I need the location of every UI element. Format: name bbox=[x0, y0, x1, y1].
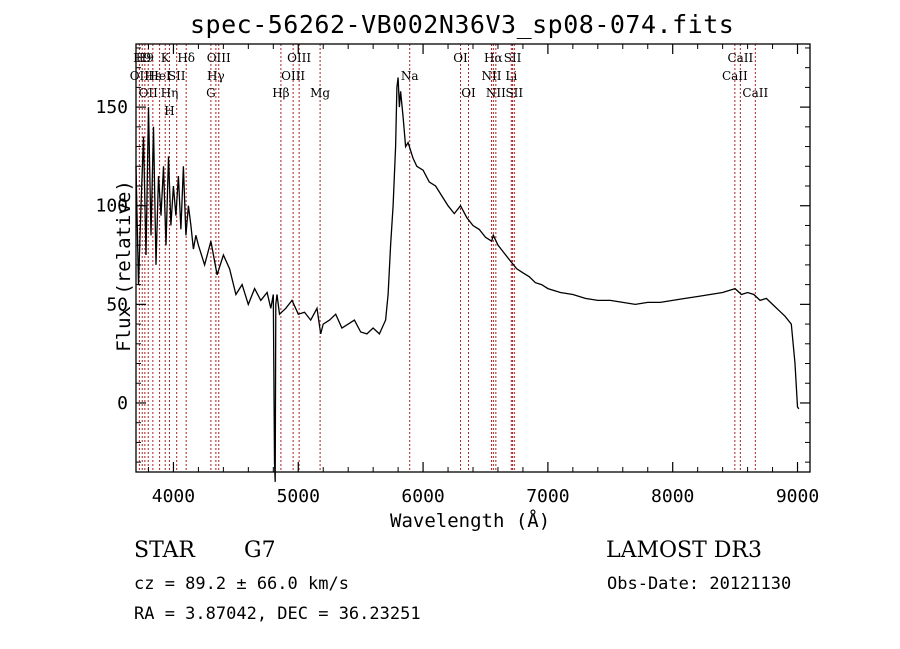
x-axis-label: Wavelength (Å) bbox=[390, 510, 551, 532]
spectral-line-label: Mg bbox=[310, 86, 330, 100]
spectral-line-label: Hγ bbox=[207, 69, 225, 83]
spectral-line-label: H bbox=[164, 104, 174, 118]
spectrum-series bbox=[135, 77, 800, 482]
survey-name: LAMOST DR3 bbox=[606, 538, 762, 563]
line-labels: OIIH9H9OIIHεHeIKHηHSIIHδGHγOIIIHβOIIIOII… bbox=[130, 51, 769, 118]
observation-date: Obs-Date: 20121130 bbox=[607, 574, 792, 594]
spectral-line-label: OII bbox=[139, 86, 159, 100]
x-axis: 4000 5000 6000 7000 8000 9000 bbox=[147, 44, 819, 507]
spectral-line-label: Hα bbox=[484, 51, 503, 65]
object-class: STAR bbox=[134, 538, 195, 563]
spectral-line-label: H9 bbox=[133, 51, 151, 65]
spectral-line-label: OIII bbox=[287, 51, 311, 65]
spectral-line-label: SII bbox=[505, 86, 523, 100]
line-markers bbox=[138, 44, 756, 472]
x-tick-label: 7000 bbox=[526, 486, 569, 507]
y-tick-label: 50 bbox=[106, 294, 128, 315]
x-tick-label: 4000 bbox=[152, 486, 195, 507]
y-tick-label: 150 bbox=[95, 97, 128, 118]
spectral-line-label: G bbox=[206, 86, 216, 100]
spectral-line-label: Hη bbox=[161, 86, 179, 100]
spectral-line-label: OIII bbox=[281, 69, 305, 83]
spectral-line-label: Hε bbox=[145, 69, 162, 83]
plot-frame bbox=[135, 43, 811, 473]
y-axis-label: Flux (relative) bbox=[112, 180, 135, 352]
spectral-line-label: SII bbox=[504, 51, 522, 65]
y-tick-label: 0 bbox=[117, 393, 128, 414]
coordinates: RA = 3.87042, DEC = 36.23251 bbox=[134, 604, 421, 624]
spectral-line-label: NII bbox=[486, 86, 506, 100]
spectral-line-label: OI bbox=[461, 86, 476, 100]
spectral-line-label: Na bbox=[401, 69, 419, 83]
spectral-line-label: OIII bbox=[207, 51, 231, 65]
spectral-line-label: CaII bbox=[727, 51, 753, 65]
chart-title: spec-56262-VB002N36V3_sp08-074.fits bbox=[190, 10, 735, 39]
x-tick-label: 9000 bbox=[776, 486, 819, 507]
x-tick-label: 6000 bbox=[401, 486, 444, 507]
spectral-line-label: SII bbox=[168, 69, 186, 83]
spectral-line-label: CaII bbox=[722, 69, 748, 83]
spectral-line-label: K bbox=[161, 51, 171, 65]
x-tick-label: 8000 bbox=[651, 486, 694, 507]
redshift-velocity: cz = 89.2 ± 66.0 km/s bbox=[134, 574, 349, 594]
object-subclass: G7 bbox=[244, 538, 276, 563]
spectral-line-label: Hδ bbox=[177, 51, 195, 65]
spectral-line-label: OII bbox=[130, 69, 150, 83]
spectral-line-label: NII bbox=[481, 69, 501, 83]
spectral-line-label: Hβ bbox=[272, 86, 289, 100]
spectral-line-label: OI bbox=[453, 51, 468, 65]
spectral-line-label: Li bbox=[505, 69, 517, 83]
y-axis: 0 50 100 150 bbox=[95, 47, 810, 463]
y-tick-label: 100 bbox=[95, 196, 128, 217]
spectral-line-label: H9 bbox=[136, 51, 154, 65]
x-tick-label: 5000 bbox=[277, 486, 320, 507]
spectral-line-label: HeI bbox=[148, 69, 171, 83]
spectral-line-label: CaII bbox=[742, 86, 768, 100]
